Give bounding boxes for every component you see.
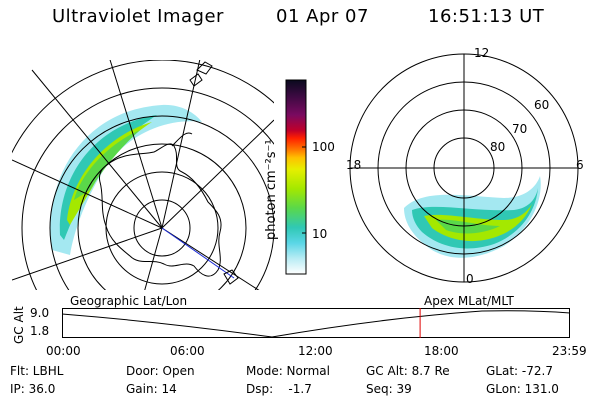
instrument-title: Ultraviolet Imager <box>52 6 224 27</box>
door-info: Door: Open <box>126 364 195 378</box>
x-tick-1200: 12:00 <box>298 344 333 358</box>
x-tick-0000: 00:00 <box>46 344 81 358</box>
colorbar-tick-10: 10 <box>312 227 328 241</box>
left-panel-caption: Geographic Lat/Lon <box>70 294 188 308</box>
mlt-label-18: 18 <box>346 158 362 172</box>
gain-info: Gain: 14 <box>126 382 177 396</box>
x-tick-1800: 18:00 <box>424 344 459 358</box>
image-date: 01 Apr 07 <box>276 6 369 27</box>
mlat-label-70: 70 <box>512 122 528 136</box>
colorbar-unit-label: photon cm⁻²s⁻¹ <box>264 139 279 240</box>
mlat-label-80: 80 <box>490 140 506 154</box>
aurora-emission-left <box>50 104 203 255</box>
glon-info: GLon: 131.0 <box>486 382 559 396</box>
filter-info: Flt: LBHL <box>10 364 64 378</box>
x-tick-2359: 23:59 <box>552 344 587 358</box>
geographic-map <box>12 60 274 290</box>
ip-info: IP: 36.0 <box>10 382 56 396</box>
mlt-label-6: 6 <box>576 158 584 172</box>
glat-info: GLat: -72.7 <box>486 364 553 378</box>
intensity-colorbar <box>285 79 307 275</box>
x-tick-0600: 06:00 <box>170 344 205 358</box>
altitude-tick-high: 9.0 <box>30 306 50 320</box>
altitude-plot <box>62 308 570 338</box>
colorbar-tick-100: 100 <box>312 140 335 154</box>
magnetic-polar-plot <box>349 53 579 283</box>
mode-info: Mode: Normal <box>246 364 330 378</box>
seq-info: Seq: 39 <box>366 382 412 396</box>
right-panel-caption: Apex MLat/MLT <box>424 294 514 308</box>
gc-alt-info: GC Alt: 8.7 Re <box>366 364 450 378</box>
mlt-label-0: 0 <box>466 272 474 286</box>
altitude-curve <box>62 310 570 338</box>
mlt-label-12: 12 <box>474 46 490 60</box>
antarctica-coastline <box>99 143 222 277</box>
mlat-label-60: 60 <box>534 98 550 112</box>
altitude-axis-label: GC Alt <box>12 306 26 344</box>
altitude-tick-low: 1.8 <box>30 324 50 338</box>
dsp-info: Dsp: -1.7 <box>246 382 312 396</box>
image-time: 16:51:13 UT <box>428 6 545 27</box>
